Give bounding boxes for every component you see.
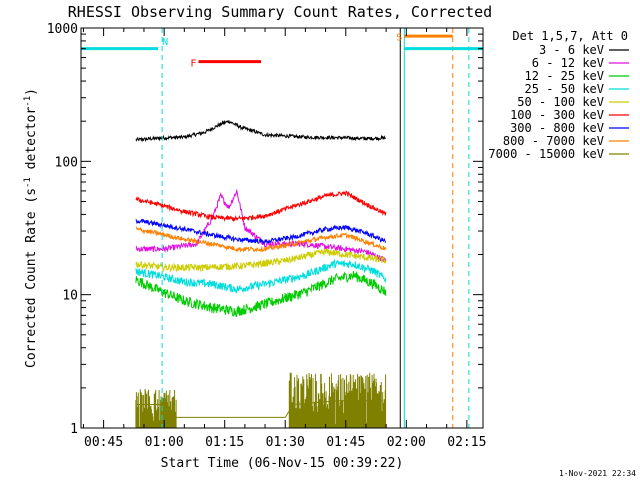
legend-label: 25 - 50 keV [525,82,604,96]
series-line [135,218,386,244]
x-tick-label: 01:45 [326,435,365,450]
y-tick-label: 10 [62,289,78,304]
burst-lines [135,388,177,428]
y-axis-label: Corrected Count Rate (s-1 detector-1) [23,88,39,368]
axis-layer: 00:45 01:00 01:15 01:30 01:45 02:00 02:15 1 10 10… [47,22,487,450]
series-1 [135,119,387,143]
state-marker-S: S [396,33,402,44]
series-line [135,190,387,223]
y-tick-label: 1 [70,422,78,437]
x-tick-label: 02:15 [447,435,486,450]
legend-label: 300 - 800 keV [510,121,604,135]
series-line [135,248,387,273]
burst-91 [288,372,387,428]
y-axis-label-main: Corrected Count Rate (s [24,188,39,368]
series-line [135,226,387,253]
burst-53 [135,388,177,428]
plot-frame [80,27,484,429]
x-tick-label: 01:00 [145,435,184,450]
series-line [135,188,387,262]
x-tick-label: 00:45 [84,435,123,450]
state-marker-N: N [162,37,168,48]
x-tick-label: 01:15 [205,435,244,450]
y-axis-label-sup1: -1 [23,177,33,188]
legend-label: 100 - 300 keV [510,108,604,122]
series-line [135,119,387,143]
series-8 [135,226,387,253]
series-5 [135,248,387,273]
legend-label: 800 - 7000 keV [503,134,604,148]
legend-label: 6 - 12 keV [532,56,604,70]
chart-title: RHESSI Observing Summary Count Rates, Co… [68,3,492,21]
legend-label: 7000 - 15000 keV [488,147,604,161]
series-7 [135,218,386,244]
state-marker-F: F [190,59,196,70]
legend-label: 12 - 25 keV [525,69,604,83]
x-tick-label: 01:30 [266,435,305,450]
x-axis-label: Start Time (06-Nov-15 00:39:22) [161,456,404,471]
y-tick-label: 100 [55,155,78,170]
x-tick-label: 02:00 [387,435,426,450]
legend-label: 50 - 100 keV [517,95,604,109]
y-axis-label-mid: detector [24,107,39,178]
series-line [135,271,387,317]
burst-lines [288,372,387,428]
y-axis-label-end: ) [24,88,39,96]
y-tick-label: 1000 [47,22,78,37]
series-6 [135,190,387,223]
y-axis-label-sup2: -1 [23,96,33,107]
series-2 [135,188,387,262]
footer-timestamp: 1-Nov-2021 22:34 [559,469,636,478]
series-3 [135,271,387,317]
series-line [135,258,387,294]
legend-label: 3 - 6 keV [539,43,604,57]
legend-title: Det 1,5,7, Att 0 [512,29,628,43]
marker-layer: N F S [80,28,483,428]
series-4 [135,258,387,294]
series-layer [135,119,387,428]
